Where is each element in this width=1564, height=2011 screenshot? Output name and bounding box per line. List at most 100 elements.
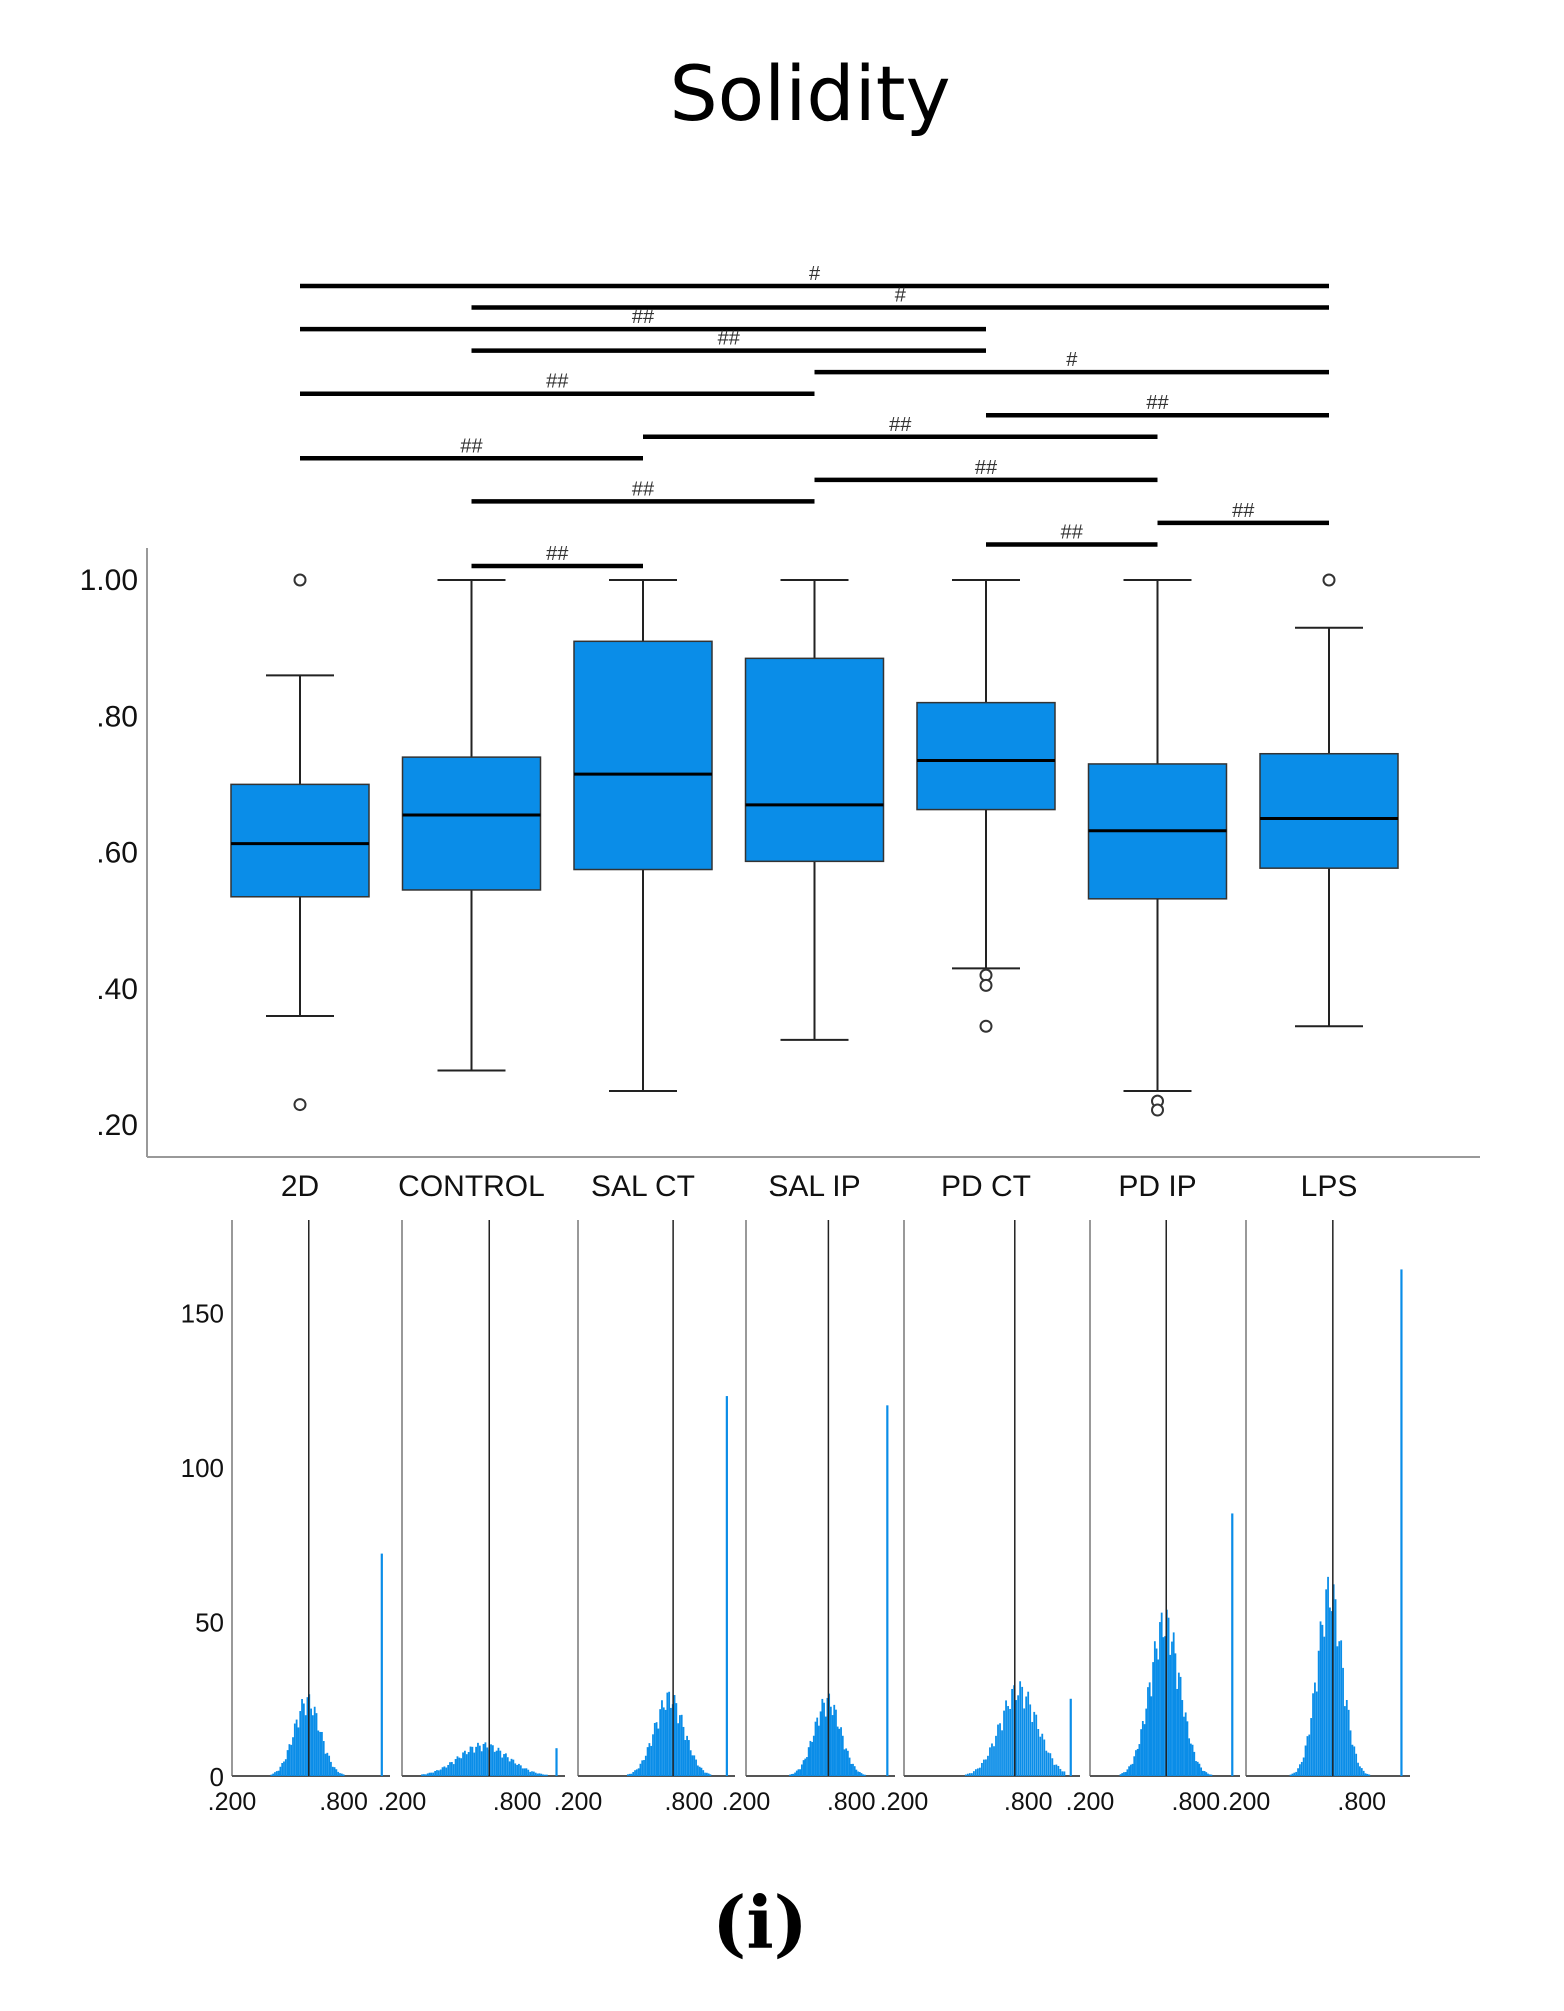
significance-label: ##	[460, 435, 483, 457]
hist-bar	[816, 1717, 819, 1776]
hist-bar	[858, 1771, 861, 1776]
hist-bar	[1145, 1708, 1148, 1776]
hist-bar	[1164, 1636, 1167, 1776]
hist-bar	[1135, 1750, 1137, 1776]
hist-bar	[317, 1730, 320, 1776]
hist-bar	[993, 1746, 995, 1776]
hist-bar	[1179, 1676, 1182, 1776]
hist-bar	[1289, 1774, 1292, 1776]
hist-bar	[646, 1747, 649, 1776]
hist-bar	[1355, 1753, 1358, 1776]
hist-bar	[1037, 1729, 1040, 1776]
hist-bar	[1357, 1762, 1359, 1776]
hist-bar	[989, 1747, 991, 1776]
hist-bar	[469, 1746, 472, 1776]
hist-bar	[1189, 1743, 1192, 1776]
hist-bar	[709, 1774, 712, 1776]
hist-bar	[519, 1765, 522, 1776]
hist-bar	[277, 1770, 280, 1776]
outlier-point	[1151, 1103, 1164, 1117]
category-label: PD IP	[1118, 1170, 1196, 1203]
hist-bar	[675, 1703, 678, 1776]
hist-bar	[1308, 1734, 1311, 1776]
hist-bar	[275, 1771, 278, 1776]
hist-bar	[508, 1761, 511, 1776]
hist-bar	[428, 1772, 431, 1776]
hist-bar	[1319, 1621, 1322, 1776]
hist-bar	[330, 1761, 332, 1776]
hist-bar	[284, 1759, 287, 1776]
hist-bar	[995, 1735, 997, 1776]
hist-bar	[523, 1768, 526, 1776]
histogram-sal-ip: .200 .800	[722, 1220, 895, 1816]
hist-x-tick-label: .200	[208, 1788, 257, 1816]
significance-label: #	[1066, 349, 1078, 371]
hist-bar	[434, 1771, 437, 1776]
hist-bar	[1009, 1708, 1011, 1776]
hist-bar	[443, 1766, 446, 1776]
hist-bar	[966, 1773, 969, 1776]
hist-bar	[857, 1771, 859, 1776]
hist-bar	[436, 1770, 438, 1776]
hist-bar	[460, 1758, 463, 1776]
category-label: 2D	[281, 1170, 319, 1203]
hist-bar	[333, 1767, 336, 1776]
histogram-2d: .200 .800	[208, 1220, 390, 1816]
hist-bar	[1169, 1654, 1172, 1776]
chart-title: Solidity	[669, 49, 950, 138]
hist-bar	[1302, 1757, 1305, 1776]
hist-bar	[516, 1764, 518, 1776]
hist-bar	[964, 1774, 967, 1776]
hist-bar	[664, 1709, 667, 1776]
hist-bar	[1172, 1632, 1175, 1776]
hist-bar	[1317, 1650, 1320, 1776]
hist-bar	[814, 1721, 817, 1776]
hist-bar	[1314, 1682, 1316, 1776]
hist-bar	[702, 1770, 705, 1776]
hist-x-tick-label: .200	[378, 1788, 427, 1816]
hist-bar	[686, 1735, 688, 1776]
hist-bar	[449, 1762, 451, 1776]
hist-bar	[850, 1763, 853, 1776]
hist-bar	[662, 1707, 665, 1776]
hist-bar	[1201, 1770, 1204, 1776]
hist-bar	[679, 1715, 681, 1776]
hist-bar	[635, 1769, 638, 1776]
hist-bar	[272, 1773, 275, 1776]
outlier-point	[979, 978, 993, 992]
y-tick-label: .60	[96, 837, 138, 870]
hist-bar	[302, 1703, 305, 1776]
hist-bar	[306, 1697, 309, 1776]
hist-bar	[331, 1766, 334, 1776]
significance-label: ##	[975, 457, 998, 479]
hist-bar	[1019, 1681, 1022, 1776]
significance-label: ##	[718, 328, 741, 350]
hist-bar	[295, 1719, 298, 1776]
hist-bar	[687, 1740, 690, 1776]
hist-bar	[693, 1755, 696, 1776]
hist-bar	[1329, 1607, 1331, 1776]
hist-bar	[848, 1757, 851, 1776]
box-iqr	[916, 701, 1056, 811]
box-iqr	[230, 783, 370, 898]
hist-bar	[441, 1767, 444, 1776]
hist-bar	[806, 1757, 808, 1776]
box-iqr	[1259, 752, 1399, 869]
hist-bar	[475, 1746, 477, 1776]
significance-label: ##	[632, 306, 655, 328]
hist-bar	[544, 1774, 546, 1776]
hist-bar	[695, 1759, 697, 1776]
hist-bar	[450, 1762, 453, 1776]
histogram-pd-ip: .200 .800	[1066, 1220, 1240, 1816]
hist-bar	[673, 1695, 676, 1776]
hist-bar	[1368, 1774, 1371, 1776]
hist-bar	[691, 1755, 694, 1776]
hist-bar	[970, 1773, 973, 1776]
hist-bar	[1045, 1750, 1048, 1776]
hist-bar	[525, 1768, 528, 1776]
hist-bar	[655, 1722, 658, 1776]
hist-bar	[1334, 1599, 1337, 1776]
hist-bar	[1063, 1771, 1066, 1776]
hist-bar	[281, 1763, 284, 1776]
hist-bar	[812, 1735, 815, 1776]
